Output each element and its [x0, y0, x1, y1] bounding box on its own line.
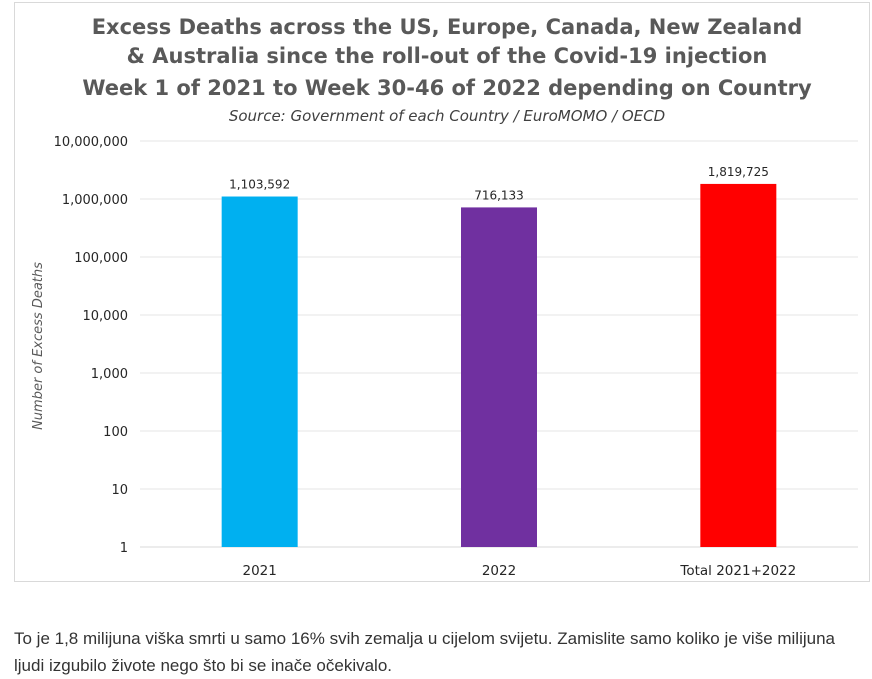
- y-tick-label: 10,000,000: [54, 135, 128, 150]
- chart-frame: Excess Deaths across the US, Europe, Can…: [14, 2, 870, 582]
- x-tick-label: 2022: [482, 563, 516, 579]
- y-tick-label: 10,000: [83, 309, 129, 324]
- data-label: 1,103,592: [229, 178, 290, 192]
- y-axis-ticks: 10,000,000 1,000,000 100,000 10,000 1,000 100…: [54, 135, 128, 556]
- chart-title-line-1: Excess Deaths across the US, Europe, Can…: [92, 15, 803, 39]
- chart-subtitle: Source: Government of each Country / Eur…: [229, 107, 665, 125]
- data-label: 1,819,725: [708, 165, 769, 179]
- chart-title: Excess Deaths across the US, Europe, Can…: [82, 15, 812, 100]
- y-tick-label: 1,000: [91, 367, 128, 382]
- chart-title-line-3: Week 1 of 2021 to Week 30-46 of 2022 dep…: [82, 76, 812, 100]
- x-axis-labels: 2021 2022 Total 2021+2022: [242, 563, 796, 579]
- chart-title-line-2: & Australia since the roll-out of the Co…: [127, 44, 768, 68]
- y-tick-label: 100,000: [74, 251, 128, 266]
- bar-3: [700, 183, 777, 547]
- article-caption: To je 1,8 milijuna viška smrti u samo 16…: [14, 629, 836, 675]
- y-tick-label: 10: [111, 483, 128, 498]
- y-tick-label: 100: [103, 425, 128, 440]
- x-tick-label: 2021: [242, 563, 276, 579]
- bars: [221, 183, 777, 548]
- y-tick-label: 1,000,000: [62, 193, 128, 208]
- y-tick-label: 1: [120, 541, 128, 556]
- y-axis-label: Number of Excess Deaths: [31, 262, 46, 430]
- x-tick-label: Total 2021+2022: [679, 563, 796, 579]
- bar-2: [461, 207, 537, 547]
- chart-svg: Excess Deaths across the US, Europe, Can…: [31, 15, 858, 579]
- data-label: 716,133: [474, 188, 524, 202]
- data-labels: 1,103,592 716,133 1,819,725: [229, 165, 769, 202]
- bar-1: [221, 196, 298, 548]
